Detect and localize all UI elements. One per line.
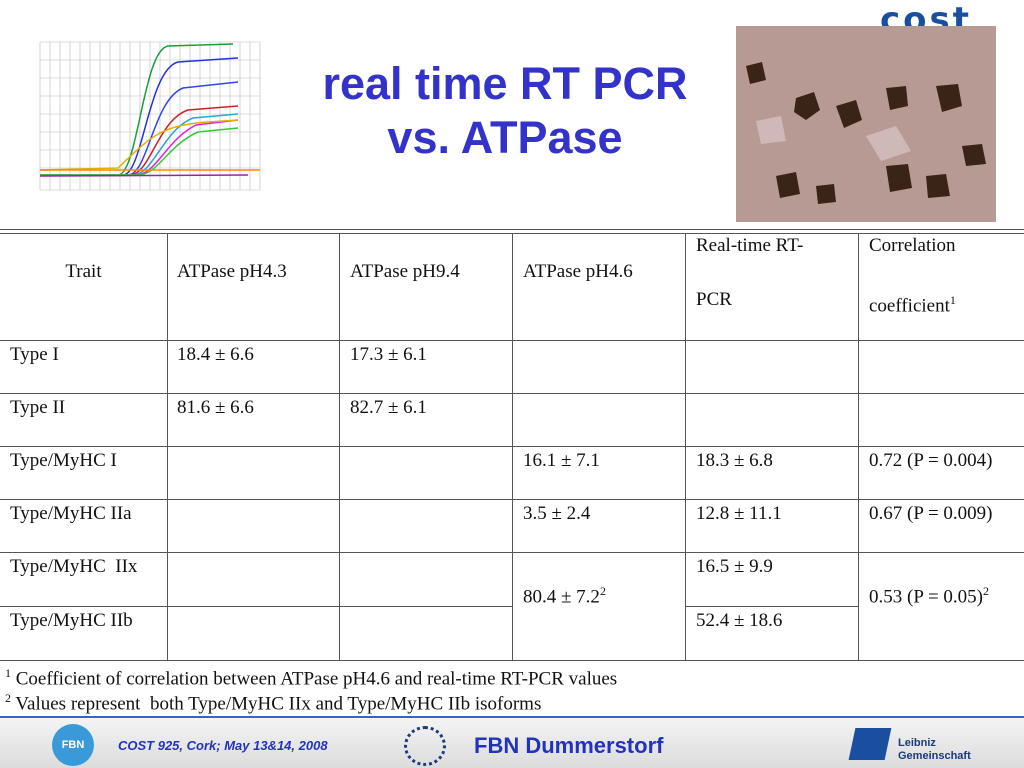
superscript: 1 bbox=[949, 293, 956, 307]
micrograph-image bbox=[736, 26, 996, 222]
leibniz-line: Leibniz bbox=[898, 737, 936, 749]
header-text: coefficient bbox=[869, 295, 950, 317]
table-header: Correlation bbox=[869, 235, 956, 256]
slide-title: vs. ATPase bbox=[387, 112, 623, 163]
table-cell: Type II bbox=[10, 397, 66, 418]
superscript: 1 bbox=[5, 666, 11, 680]
table-cell: Type/MyHC I bbox=[10, 450, 117, 471]
table-cell: 81.6 ± 6.6 bbox=[177, 397, 254, 418]
superscript: 2 bbox=[982, 584, 989, 598]
table-cell: 52.4 ± 18.6 bbox=[696, 610, 783, 631]
table-header: Trait bbox=[65, 261, 102, 282]
footnote: 2 Values represent both Type/MyHC IIx an… bbox=[5, 685, 541, 717]
table-cell: 0.72 (P = 0.004) bbox=[869, 450, 993, 471]
table-header: PCR bbox=[696, 289, 732, 310]
emblem bbox=[404, 726, 446, 766]
table-cell: 12.8 ± 11.1 bbox=[696, 503, 782, 524]
table-cell: 17.3 ± 6.1 bbox=[350, 344, 427, 365]
table-cell: Type I bbox=[10, 344, 59, 365]
table-cell: Type/MyHC IIx bbox=[10, 556, 138, 577]
footnote: 1 Coefficient of correlation between ATP… bbox=[5, 660, 617, 692]
table-cell: Type/MyHC IIa bbox=[10, 503, 132, 524]
cell-text: 80.4 ± 7.2 bbox=[523, 586, 600, 608]
table-cell: 16.5 ± 9.9 bbox=[696, 556, 773, 577]
fbn-logo: FBN bbox=[52, 724, 94, 766]
table-cell: 0.53 (P = 0.05)2 bbox=[862, 578, 996, 610]
table-cell: 0.67 (P = 0.009) bbox=[869, 503, 993, 524]
slide-title: real time RT PCR bbox=[322, 58, 688, 109]
superscript: 2 bbox=[5, 691, 11, 705]
footnote-text: Values represent both Type/MyHC IIx and … bbox=[15, 693, 542, 715]
table-header: ATPase pH4.3 bbox=[177, 261, 287, 282]
footer-rule bbox=[0, 716, 1024, 718]
footer-institute: FBN Dummerstorf bbox=[474, 733, 664, 758]
leibniz-logo bbox=[848, 728, 892, 760]
superscript: 2 bbox=[599, 584, 606, 598]
table-cell: 80.4 ± 7.22 bbox=[516, 578, 613, 610]
table-header: ATPase pH9.4 bbox=[350, 261, 460, 282]
leibniz-text: Leibniz Gemeinschaft bbox=[898, 737, 971, 763]
table-cell: 18.3 ± 6.8 bbox=[696, 450, 773, 471]
table-header: coefficient1 bbox=[862, 287, 963, 319]
leibniz-line: Gemeinschaft bbox=[898, 750, 971, 762]
table-header: ATPase pH4.6 bbox=[523, 261, 633, 282]
table-cell: Type/MyHC IIb bbox=[10, 610, 133, 631]
table-cell: 3.5 ± 2.4 bbox=[523, 503, 591, 524]
cell-text: 0.53 (P = 0.05) bbox=[869, 586, 983, 608]
footnote-text: Coefficient of correlation between ATPas… bbox=[15, 668, 618, 690]
table-cell: 18.4 ± 6.6 bbox=[177, 344, 254, 365]
table-header: Real-time RT- bbox=[696, 235, 804, 256]
table-cell: 16.1 ± 7.1 bbox=[523, 450, 600, 471]
footer-event: COST 925, Cork; May 13&14, 2008 bbox=[118, 738, 328, 753]
table-cell: 82.7 ± 6.1 bbox=[350, 397, 427, 418]
pcr-plot-image bbox=[18, 30, 280, 224]
